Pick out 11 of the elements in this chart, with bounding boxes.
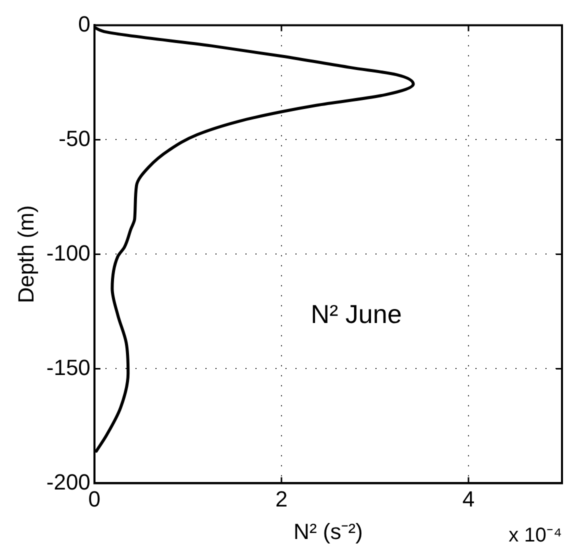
y-tick-label: 0	[78, 11, 90, 36]
text: x 10⁻⁴	[508, 524, 562, 547]
x-tick-label: 2	[275, 486, 288, 512]
y-tick-label: -200	[46, 469, 90, 494]
x-axis-title: N² (s⁻²)	[294, 518, 363, 544]
y-tick-label: -50	[58, 126, 90, 151]
y-tick-label: -100	[46, 240, 90, 266]
y-tick-label: -150	[46, 354, 90, 380]
x-tick-label: 4	[462, 486, 475, 512]
y-axis-title: Depth (m)	[13, 205, 38, 304]
annotation: N² June	[310, 299, 402, 330]
